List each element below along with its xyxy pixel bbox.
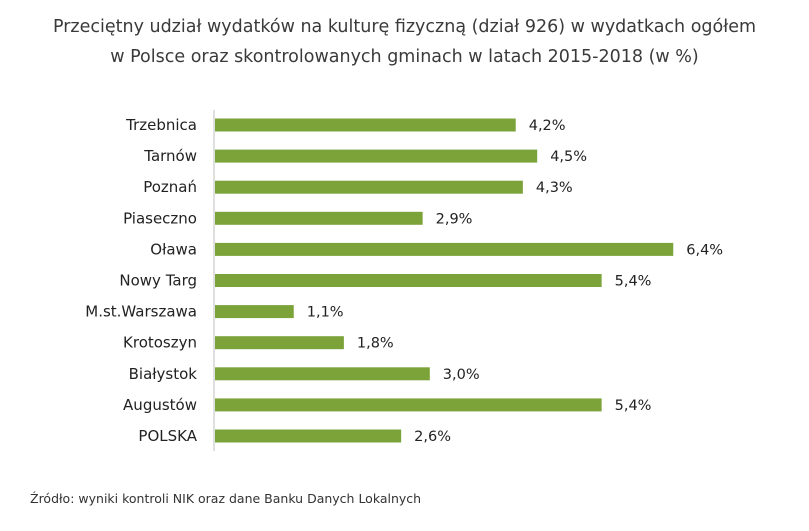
bar — [215, 398, 602, 412]
category-label: Poznań — [143, 178, 197, 196]
bar — [215, 118, 516, 132]
category-label: Nowy Targ — [119, 272, 197, 290]
chart-title-line-1: Przeciętny udział wydatków na kulturę fi… — [52, 17, 757, 37]
bar — [215, 429, 402, 443]
category-label: Oława — [150, 240, 197, 258]
data-label: 3,0% — [443, 367, 480, 383]
category-label: Augustów — [123, 396, 197, 414]
data-label: 6,4% — [686, 242, 723, 258]
category-label: Krotoszyn — [123, 334, 197, 352]
data-label: 1,8% — [357, 336, 394, 352]
data-label: 5,4% — [615, 398, 652, 414]
bar — [215, 336, 344, 350]
bar — [215, 180, 523, 194]
bar-chart: Trzebnica 4,2% Tarnów 4,5% Poznań 4,3% Piasecz… — [85, 110, 723, 451]
data-label: 4,5% — [550, 149, 587, 165]
bar — [215, 149, 538, 163]
bar — [215, 274, 602, 287]
bar — [215, 242, 674, 256]
data-label: 2,9% — [436, 211, 473, 227]
bar — [215, 211, 423, 225]
bar — [215, 305, 294, 319]
bar — [215, 367, 430, 381]
data-label: 4,2% — [529, 118, 566, 134]
category-label: Piaseczno — [123, 209, 197, 227]
category-label: POLSKA — [138, 427, 197, 445]
category-label: Tarnów — [143, 147, 197, 165]
data-label: 4,3% — [536, 180, 573, 196]
category-label: M.st.Warszawa — [85, 303, 197, 321]
data-label: 1,1% — [307, 305, 344, 321]
source-note: Źródło: wyniki kontroli NIK oraz dane Ba… — [30, 491, 422, 506]
data-label: 5,4% — [615, 274, 652, 290]
chart-title: Przeciętny udział wydatków na kulturę fi… — [0, 12, 809, 72]
chart-title-line-2: w Polsce oraz skontrolowanych gminach w … — [110, 47, 699, 67]
category-label: Białystok — [129, 365, 198, 383]
data-label: 2,6% — [414, 429, 451, 445]
category-label: Trzebnica — [125, 116, 197, 134]
